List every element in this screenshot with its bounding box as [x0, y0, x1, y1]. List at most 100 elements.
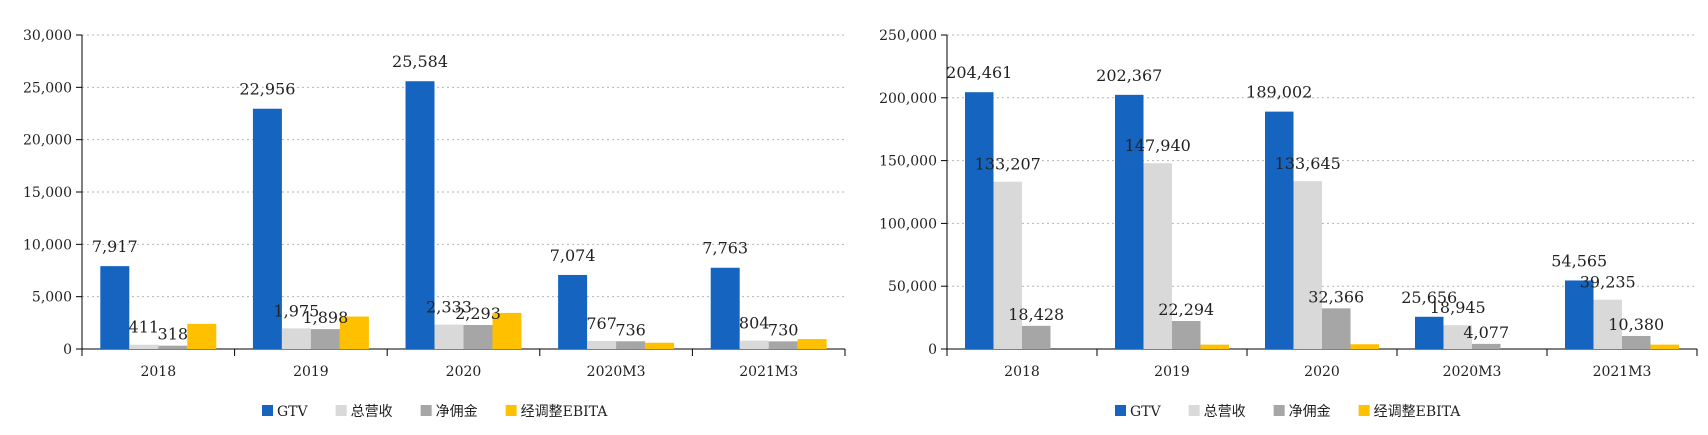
bar — [558, 274, 588, 349]
data-label: 202,367 — [1096, 66, 1162, 85]
data-label: 7,763 — [702, 239, 748, 258]
y-tick-label: 100,000 — [879, 216, 937, 232]
x-tick-label: 2018 — [1004, 364, 1040, 380]
data-label: 7,074 — [550, 246, 596, 265]
bar — [339, 316, 369, 349]
chart-panel-2: 0 50,000 100,000 150,000 200,000 250,000 2018 2… — [879, 28, 1698, 420]
y-tick-label: 0 — [63, 342, 72, 358]
legend-entry: 净佣金 — [436, 404, 478, 420]
bar — [1322, 308, 1351, 349]
data-label: 39,235 — [1580, 273, 1636, 292]
data-label: 189,002 — [1246, 83, 1312, 102]
legend-swatch — [1358, 405, 1370, 416]
bar — [1022, 325, 1051, 349]
data-label: 4,077 — [1463, 323, 1509, 342]
legend-entry: 经调整EBITA — [1374, 404, 1462, 420]
legend-entry: GTV — [277, 404, 309, 420]
bar — [739, 340, 769, 349]
bar — [1443, 325, 1472, 349]
legend-swatch — [505, 405, 517, 416]
legend-swatch — [420, 405, 432, 416]
x-tick-label: 2019 — [1154, 364, 1190, 380]
bar — [281, 328, 311, 349]
x-tick-label: 2021M3 — [739, 364, 798, 380]
data-label: 2,293 — [455, 304, 501, 323]
x-tick-label: 2021M3 — [1593, 364, 1652, 380]
bar — [1472, 343, 1501, 349]
bar — [1650, 344, 1679, 349]
legend-swatch — [335, 405, 347, 416]
data-label: 411 — [129, 318, 160, 337]
data-label: 7,917 — [92, 237, 138, 256]
bar — [187, 323, 217, 349]
bar — [645, 342, 675, 349]
y-tick-label: 0 — [928, 342, 937, 358]
bar — [1265, 111, 1294, 349]
data-label: 730 — [768, 320, 799, 339]
data-label: 22,294 — [1158, 300, 1214, 319]
legend-swatch — [1115, 405, 1126, 416]
data-label: 22,956 — [239, 80, 295, 99]
bar — [710, 267, 740, 349]
bar — [587, 340, 617, 349]
bar — [1143, 163, 1172, 349]
bar — [1200, 344, 1229, 349]
bar — [1172, 320, 1201, 349]
data-label: 25,584 — [392, 52, 448, 71]
bar — [993, 181, 1022, 349]
legend-entry: 总营收 — [1204, 404, 1246, 420]
data-label: 804 — [739, 314, 770, 333]
bar — [1293, 181, 1322, 349]
x-tick-label: 2020 — [446, 364, 482, 380]
x-tick-label: 2020 — [1304, 364, 1340, 380]
y-tick-label: 50,000 — [888, 279, 937, 295]
bar — [1350, 344, 1379, 349]
bar — [434, 324, 464, 349]
bar — [797, 339, 827, 349]
bar — [463, 324, 493, 349]
legend-entry: 净佣金 — [1289, 404, 1331, 420]
legend-entry: 经调整EBITA — [521, 404, 609, 420]
bar — [310, 329, 340, 349]
legend-entry: GTV — [1130, 404, 1162, 420]
y-tick-label: 10,000 — [23, 237, 72, 253]
legend-swatch — [262, 405, 273, 416]
y-tick-label: 15,000 — [23, 185, 72, 201]
bar — [492, 312, 522, 349]
data-label: 18,428 — [1008, 305, 1064, 324]
y-tick-label: 150,000 — [879, 154, 937, 170]
bar — [965, 92, 994, 349]
data-label: 10,380 — [1608, 315, 1664, 334]
legend-swatch — [1188, 405, 1200, 416]
y-tick-label: 250,000 — [879, 28, 937, 44]
data-label: 204,461 — [946, 63, 1012, 82]
data-label: 25,656 — [1401, 288, 1457, 307]
y-tick-label: 200,000 — [879, 91, 937, 107]
bar — [1565, 280, 1594, 349]
bar — [158, 345, 188, 349]
bar — [405, 81, 435, 350]
bar — [1415, 316, 1444, 349]
data-label: 18,945 — [1430, 298, 1486, 317]
bar — [252, 108, 282, 349]
y-tick-label: 25,000 — [23, 80, 72, 96]
y-tick-label: 5,000 — [32, 290, 72, 306]
y-tick-label: 30,000 — [23, 28, 72, 44]
data-label: 133,645 — [1275, 154, 1341, 173]
data-label: 54,565 — [1551, 251, 1607, 270]
bar — [129, 344, 159, 349]
x-tick-label: 2019 — [293, 364, 329, 380]
y-tick-label: 20,000 — [23, 133, 72, 149]
data-label: 1,975 — [273, 301, 319, 320]
data-label: 767 — [586, 314, 617, 333]
data-label: 1,898 — [302, 308, 348, 327]
data-label: 133,207 — [975, 155, 1041, 174]
x-tick-label: 2020M3 — [1443, 364, 1502, 380]
bar — [1115, 94, 1144, 349]
data-label: 32,366 — [1308, 287, 1364, 306]
chart-panel-1: 0 5,000 10,000 15,000 20,000 25,000 30,000 2018… — [23, 28, 846, 420]
data-label: 2,333 — [426, 298, 472, 317]
data-label: 147,940 — [1125, 136, 1191, 155]
bar — [616, 341, 646, 349]
